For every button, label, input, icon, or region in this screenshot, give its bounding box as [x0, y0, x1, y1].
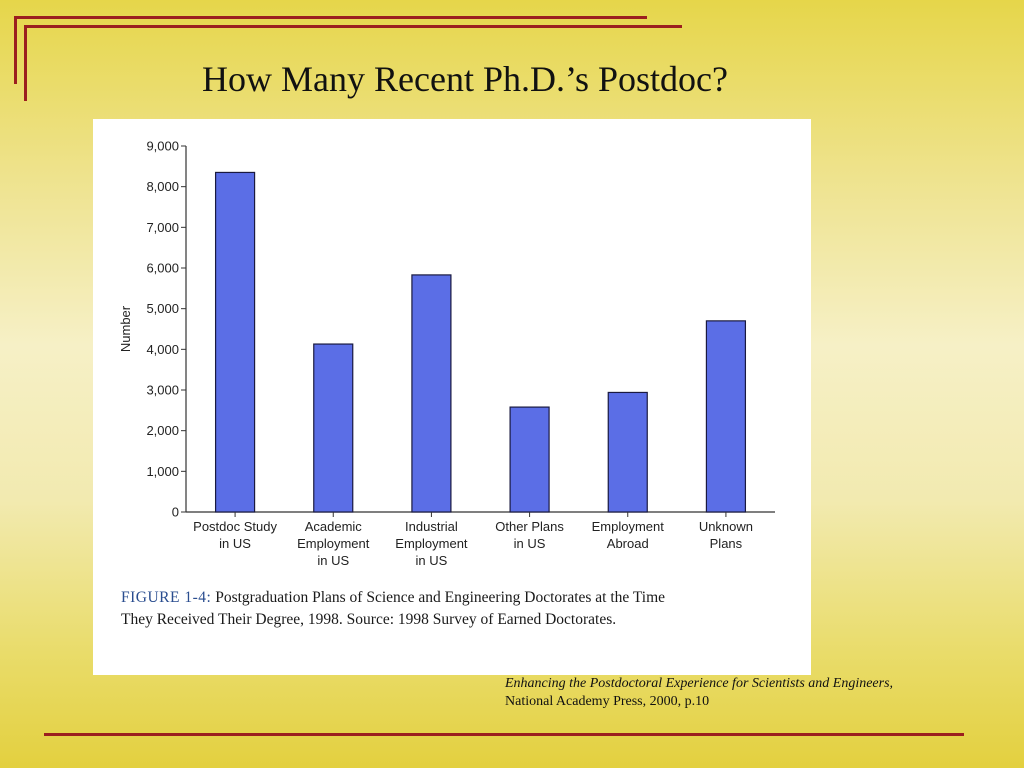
- left-rule-inner: [24, 25, 27, 101]
- citation-title: Enhancing the Postdoctoral Experience fo…: [505, 676, 894, 691]
- x-tick-label: Employment Abroad: [592, 519, 665, 551]
- x-tick-label: Industrial Employment in US: [395, 519, 468, 568]
- bar: [509, 406, 550, 513]
- x-tick-label-line: in US: [219, 536, 251, 551]
- y-tick-label: 7,000: [146, 220, 179, 235]
- x-tick-label-line: Plans: [710, 536, 743, 551]
- figure-caption-text-2: They Received Their Degree, 1998. Source…: [121, 611, 617, 628]
- figure-label: FIGURE 1-4:: [121, 589, 212, 606]
- x-tick-label-line: in US: [416, 553, 448, 568]
- x-tick-label-line: in US: [514, 536, 546, 551]
- x-tick-label-line: Employment: [395, 536, 468, 551]
- bar: [214, 171, 256, 513]
- y-tick-label: 0: [172, 505, 179, 520]
- x-tick-label-line: Employment: [297, 536, 370, 551]
- x-tick-label-line: Abroad: [607, 536, 649, 551]
- bar: [411, 274, 452, 513]
- y-axis-label: Number: [118, 305, 133, 352]
- y-tick-label: 5,000: [146, 301, 179, 316]
- x-tick-label: Unknown Plans: [699, 519, 753, 551]
- y-tick-label: 4,000: [146, 342, 179, 357]
- figure-panel: 0 1,000 2,000 3,000 4,000 5,000 6,000 7,000 8,00…: [93, 119, 811, 675]
- x-tick-label-line: Academic: [305, 519, 363, 534]
- top-rule-short: [24, 25, 682, 28]
- top-rule-long: [14, 16, 647, 19]
- x-tick-label: Other Plans in US: [495, 519, 564, 551]
- y-tick-label: 6,000: [146, 261, 179, 276]
- y-tick-label: 2,000: [146, 423, 179, 438]
- citation-publisher: National Academy Press, 2000, p.10: [505, 694, 710, 709]
- bottom-rule: [44, 733, 964, 736]
- citation: Enhancing the Postdoctoral Experience fo…: [505, 675, 893, 711]
- figure-caption-line-1: FIGURE 1-4: Postgraduation Plans of Scie…: [121, 589, 665, 607]
- x-tick-label-line: Unknown: [699, 519, 753, 534]
- y-tick-label: 3,000: [146, 383, 179, 398]
- y-tick-label: 8,000: [146, 179, 179, 194]
- x-tick-label-line: Postdoc Study: [193, 519, 277, 534]
- figure-caption-line-2: They Received Their Degree, 1998. Source…: [121, 611, 616, 629]
- x-tick-label-line: Industrial: [405, 519, 458, 534]
- left-rule-outer: [14, 16, 17, 84]
- bar: [705, 320, 747, 513]
- bar: [607, 391, 648, 513]
- x-tick-label: Academic Employment in US: [297, 519, 370, 568]
- bar-chart: 0 1,000 2,000 3,000 4,000 5,000 6,000 7,000 8,00…: [118, 139, 775, 568]
- x-tick-label-line: in US: [317, 553, 349, 568]
- bar: [313, 343, 354, 513]
- y-tick-label: 9,000: [146, 139, 179, 154]
- slide-title: How Many Recent Ph.D.’s Postdoc?: [202, 59, 728, 99]
- x-tick-label-line: Employment: [592, 519, 665, 534]
- y-tick-label: 1,000: [146, 464, 179, 479]
- x-tick-label: Postdoc Study in US: [193, 519, 277, 551]
- x-tick-label-line: Other Plans: [495, 519, 564, 534]
- figure-caption-text-1: Postgraduation Plans of Science and Engi…: [215, 589, 666, 606]
